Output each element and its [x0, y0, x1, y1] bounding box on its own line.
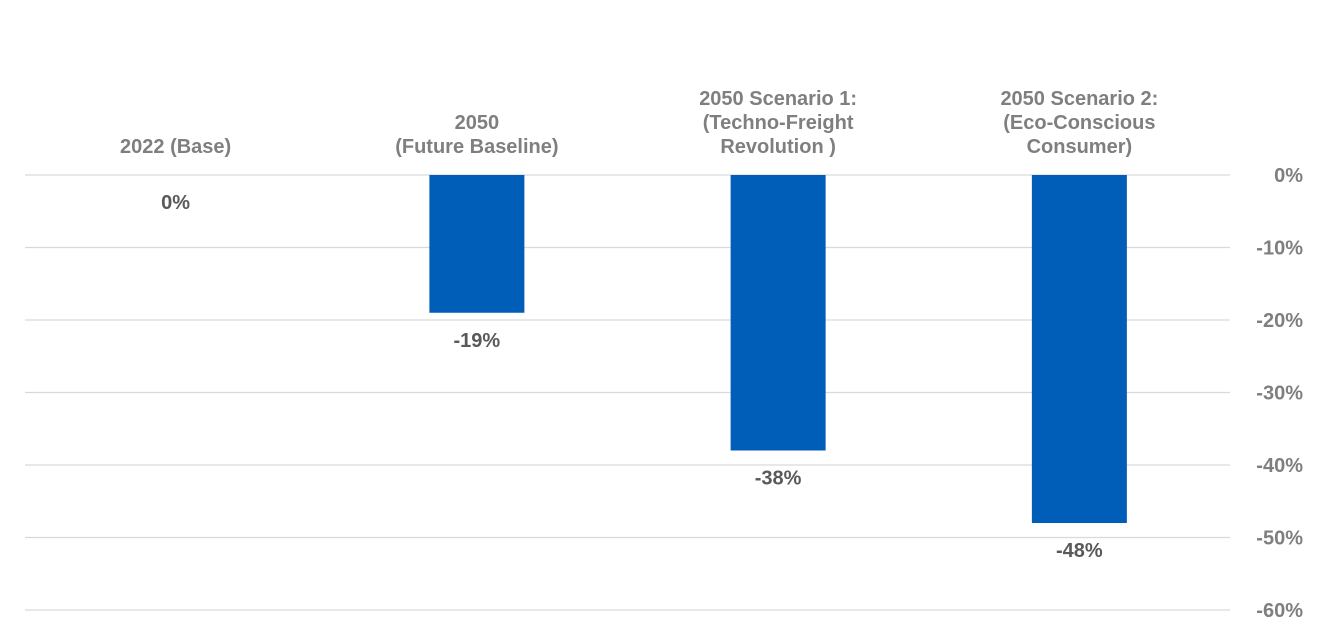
- category-label-line: (Future Baseline): [395, 136, 558, 158]
- data-label: -38%: [755, 468, 802, 490]
- category-label-line: Consumer): [1027, 136, 1133, 158]
- y-axis-tick-labels: 0% -10% -20% -30% -40% -50% -60%: [1256, 165, 1303, 622]
- category-label-line: 2022 (Base): [120, 136, 231, 158]
- category-label: 2050 (Future Baseline): [395, 112, 558, 158]
- y-tick-label: -40%: [1256, 455, 1303, 477]
- y-tick-label: -30%: [1256, 383, 1303, 405]
- data-label: -19%: [454, 330, 501, 352]
- bar: [429, 175, 525, 313]
- y-tick-label: -20%: [1256, 310, 1303, 332]
- category-label-line: 2050 Scenario 2:: [1000, 88, 1158, 110]
- y-tick-label: -50%: [1256, 528, 1303, 550]
- category-label-line: 2050 Scenario 1:: [699, 88, 857, 110]
- category-label-line: Revolution ): [720, 136, 836, 158]
- category-label: 2022 (Base): [120, 136, 231, 158]
- category-label-line: 2050: [455, 112, 500, 134]
- category-label: 2050 Scenario 2: (Eco-Conscious Consumer): [1000, 88, 1158, 158]
- category-labels: 2022 (Base) 2050 (Future Baseline) 2050 Sce…: [120, 88, 1158, 158]
- data-labels: 0% -19% -38% -48%: [161, 192, 1103, 562]
- data-label: 0%: [161, 192, 190, 214]
- bars: [429, 175, 1127, 523]
- y-tick-label: -60%: [1256, 600, 1303, 622]
- category-label: 2050 Scenario 1: (Techno-Freight Revolutio…: [699, 88, 857, 158]
- bar: [730, 175, 826, 451]
- y-tick-label: 0%: [1274, 165, 1303, 187]
- bar: [1031, 175, 1127, 523]
- y-tick-label: -10%: [1256, 238, 1303, 260]
- data-label: -48%: [1056, 540, 1103, 562]
- category-label-line: (Eco-Conscious: [1003, 112, 1155, 134]
- gridlines: [25, 174, 1230, 611]
- category-label-line: (Techno-Freight: [703, 112, 854, 134]
